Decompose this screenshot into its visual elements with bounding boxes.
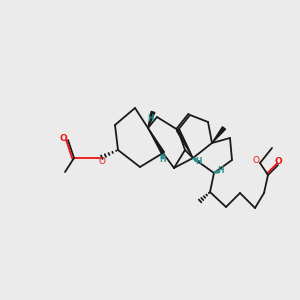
Text: O: O — [60, 134, 68, 143]
Polygon shape — [176, 129, 193, 158]
Text: H: H — [147, 114, 154, 123]
Text: O: O — [253, 156, 260, 165]
Polygon shape — [212, 127, 226, 143]
Text: H: H — [217, 166, 224, 175]
Polygon shape — [148, 128, 164, 154]
Text: O: O — [99, 157, 106, 166]
Polygon shape — [214, 170, 219, 173]
Text: H: H — [195, 157, 202, 166]
Text: O: O — [275, 157, 283, 166]
Polygon shape — [148, 111, 155, 128]
Text: H: H — [159, 155, 166, 164]
